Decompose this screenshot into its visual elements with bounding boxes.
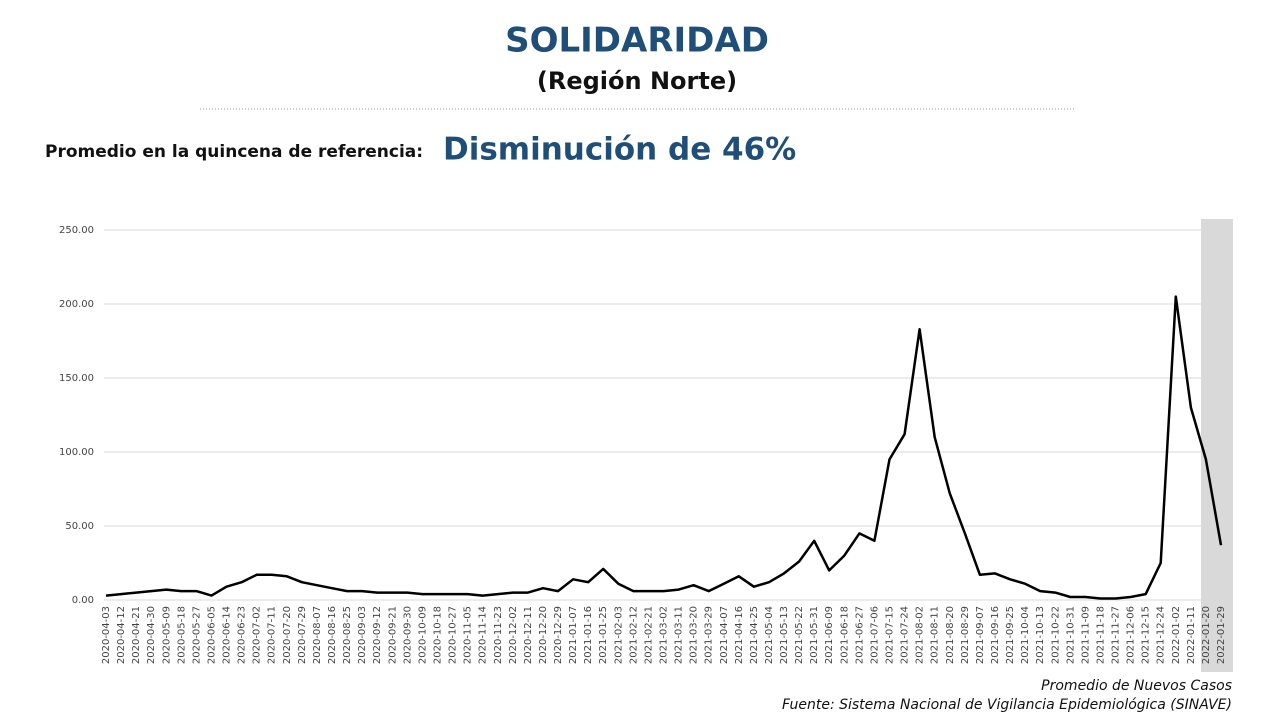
- x-tick-label: 2021-11-18: [1095, 606, 1106, 664]
- x-tick-label: 2020-10-18: [432, 606, 443, 664]
- x-tick-label: 2020-11-14: [478, 606, 489, 664]
- x-tick-label: 2021-03-02: [659, 606, 670, 664]
- x-tick-label: 2020-07-20: [282, 606, 293, 664]
- y-tick-label: 50.00: [65, 521, 94, 532]
- x-tick-label: 2021-12-15: [1141, 606, 1152, 664]
- x-tick-label: 2021-05-31: [809, 606, 820, 664]
- x-tick-label: 2021-07-24: [900, 606, 911, 664]
- x-tick-label: 2020-12-02: [508, 606, 519, 664]
- x-tick-label: 2020-08-07: [312, 606, 323, 664]
- x-tick-label: 2021-03-11: [674, 606, 685, 664]
- x-tick-label: 2021-06-18: [839, 606, 850, 664]
- x-tick-label: 2022-01-20: [1201, 606, 1212, 664]
- x-tick-label: 2021-01-07: [568, 606, 579, 664]
- x-tick-label: 2021-07-06: [869, 606, 880, 664]
- x-tick-label: 2021-06-27: [854, 606, 865, 664]
- x-tick-label: 2021-01-16: [583, 606, 594, 664]
- x-tick-label: 2021-10-13: [1035, 606, 1046, 664]
- source: Fuente: Sistema Nacional de Vigilancia E…: [782, 697, 1232, 713]
- y-tick-label: 150.00: [59, 373, 94, 384]
- x-tick-label: 2020-05-27: [191, 606, 202, 664]
- x-tick-label: 2020-06-14: [222, 606, 233, 664]
- x-tick-label: 2020-07-29: [297, 606, 308, 664]
- x-tick-label: 2022-01-29: [1216, 606, 1227, 664]
- x-tick-label: 2020-10-09: [417, 606, 428, 664]
- x-tick-label: 2021-08-02: [915, 606, 926, 664]
- x-tick-label: 2021-09-07: [975, 606, 986, 664]
- x-tick-label: 2021-04-07: [719, 606, 730, 664]
- x-tick-label: 2020-11-23: [493, 606, 504, 664]
- x-tick-label: 2021-10-22: [1050, 606, 1061, 664]
- x-tick-label: 2020-08-16: [327, 606, 338, 664]
- x-tick-label: 2021-08-11: [930, 606, 941, 664]
- x-tick-label: 2021-05-22: [794, 606, 805, 664]
- x-tick-label: 2020-09-12: [372, 606, 383, 664]
- y-tick-label: 100.00: [59, 447, 94, 458]
- x-tick-label: 2020-07-02: [252, 606, 263, 664]
- x-tick-label: 2021-08-20: [945, 606, 956, 664]
- x-tick-label: 2020-04-30: [146, 606, 157, 664]
- y-tick-label: 0.00: [72, 595, 94, 606]
- x-tick-label: 2020-07-11: [267, 606, 278, 664]
- x-tick-label: 2020-09-30: [402, 606, 413, 664]
- x-tick-label: 2020-09-21: [387, 606, 398, 664]
- x-tick-label: 2020-08-25: [342, 606, 353, 664]
- x-tick-label: 2020-09-03: [357, 606, 368, 664]
- x-tick-label: 2021-08-29: [960, 606, 971, 664]
- x-tick-label: 2021-06-09: [824, 606, 835, 664]
- x-tick-label: 2020-10-27: [448, 606, 459, 664]
- x-tick-label: 2020-04-03: [101, 606, 112, 664]
- x-tick-label: 2020-05-09: [161, 606, 172, 664]
- x-tick-label: 2020-06-05: [206, 606, 217, 664]
- x-tick-label: 2020-12-11: [523, 606, 534, 664]
- x-tick-label: 2020-04-12: [116, 606, 127, 664]
- x-tick-label: 2021-02-21: [643, 606, 654, 664]
- reference-band: [1201, 219, 1233, 672]
- x-tick-label: 2022-01-11: [1186, 606, 1197, 664]
- x-tick-label: 2021-12-06: [1126, 606, 1137, 664]
- x-tick-label: 2021-12-24: [1156, 606, 1167, 664]
- x-tick-label: 2020-05-18: [176, 606, 187, 664]
- y-tick-label: 250.00: [59, 225, 94, 236]
- x-tick-label: 2020-04-21: [131, 606, 142, 664]
- x-tick-label: 2021-10-04: [1020, 606, 1031, 664]
- x-tick-label: 2021-04-16: [734, 606, 745, 664]
- x-tick-label: 2021-02-03: [613, 606, 624, 664]
- x-tick-label: 2021-03-20: [689, 606, 700, 664]
- x-tick-label: 2021-03-29: [704, 606, 715, 664]
- x-tick-label: 2021-09-25: [1005, 606, 1016, 664]
- x-tick-label: 2021-04-25: [749, 606, 760, 664]
- y-tick-label: 200.00: [59, 299, 94, 310]
- x-tick-label: 2021-05-13: [779, 606, 790, 664]
- x-tick-label: 2020-12-20: [538, 606, 549, 664]
- x-tick-label: 2021-09-16: [990, 606, 1001, 664]
- x-tick-label: 2021-11-09: [1080, 606, 1091, 664]
- x-tick-label: 2020-12-29: [553, 606, 564, 664]
- x-tick-label: 2021-11-27: [1111, 606, 1122, 664]
- line-series: [105, 295, 1223, 600]
- x-tick-label: 2020-06-23: [237, 606, 248, 664]
- x-tick-label: 2022-01-02: [1171, 606, 1182, 664]
- x-tick-label: 2021-07-15: [885, 606, 896, 664]
- x-tick-label: 2021-01-25: [598, 606, 609, 664]
- x-tick-label: 2021-02-12: [628, 606, 639, 664]
- x-tick-label: 2021-05-04: [764, 606, 775, 664]
- x-tick-label: 2020-11-05: [463, 606, 474, 664]
- x-tick-label: 2021-10-31: [1065, 606, 1076, 664]
- subtitle: (Región Norte): [537, 67, 737, 95]
- reference-value: Disminución de 46%: [443, 132, 796, 168]
- reference-label: Promedio en la quincena de referencia:: [45, 142, 423, 162]
- title: SOLIDARIDAD: [505, 21, 769, 61]
- series-label: Promedio de Nuevos Casos: [1041, 678, 1232, 694]
